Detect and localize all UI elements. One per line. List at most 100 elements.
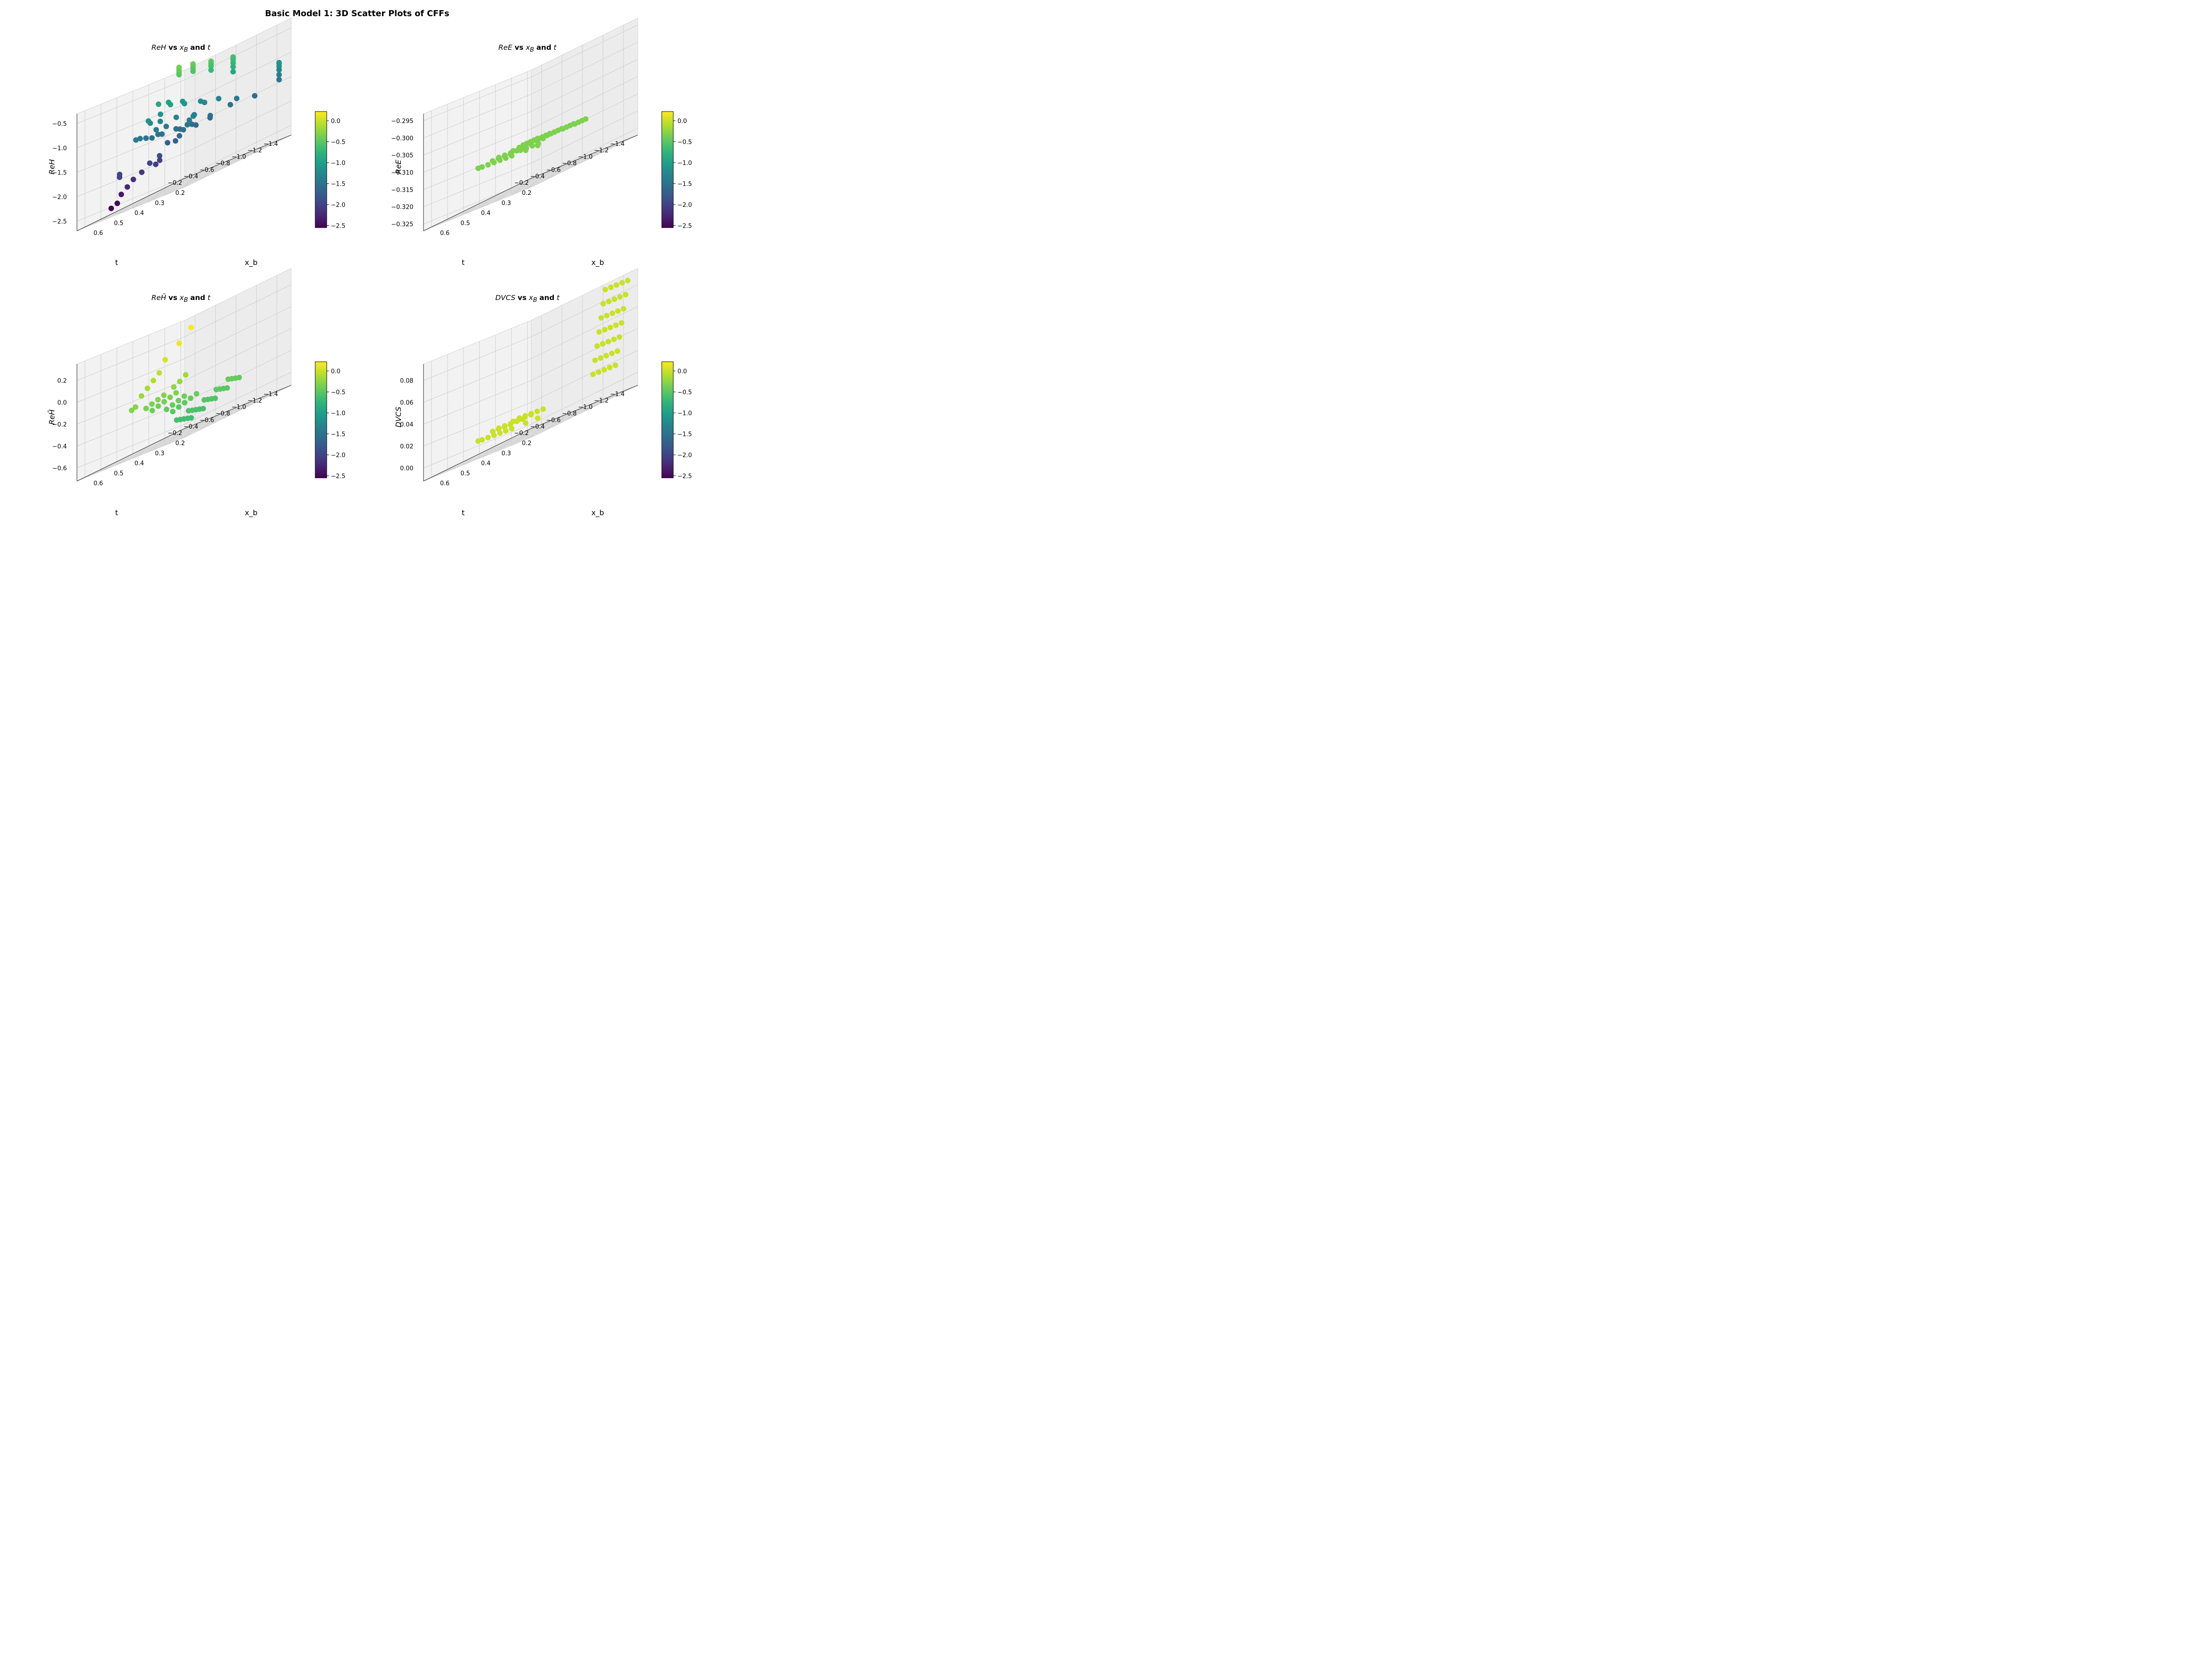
data-point: [172, 138, 178, 144]
title-cff: ReE: [498, 43, 512, 52]
subplot-title: ReE vs xB and t: [425, 43, 630, 53]
data-point: [143, 135, 149, 141]
title-sub: B: [183, 297, 188, 304]
z-gridline: [423, 350, 638, 447]
title-t: t: [553, 43, 557, 52]
t-tick-label: −0.6: [200, 417, 214, 424]
colorbar-tick-label: −0.5: [677, 389, 692, 396]
x-gridline: [87, 315, 195, 477]
title-t: t: [557, 294, 560, 302]
x-tick-label: 0.5: [460, 220, 470, 227]
x-gridline: [107, 55, 216, 216]
x-gridline: [148, 35, 257, 196]
colorbar-tick-label: −1.5: [331, 181, 346, 188]
x-gridline: [515, 25, 624, 186]
x-gridline: [515, 275, 624, 436]
title-cff: ReH: [151, 43, 166, 52]
x-tick-label: 0.3: [155, 200, 165, 207]
title-and: and: [190, 43, 206, 52]
data-point: [601, 367, 607, 373]
data-point: [491, 159, 497, 165]
z-tick-label: −0.6: [52, 465, 67, 472]
data-point: [594, 343, 600, 349]
data-point: [598, 315, 604, 321]
subplot-dvcs: DVCS vs xB and t 0.2 0.3 0.4 0.5 0.6 −1.4 −1.2−…: [347, 250, 697, 538]
data-point: [529, 143, 535, 149]
x-tick-label: 0.4: [135, 210, 144, 217]
t-gridline: [527, 322, 634, 440]
colorbar-tick-label: −2.0: [677, 202, 692, 209]
z-gridline: [76, 284, 292, 381]
data-point: [544, 132, 550, 138]
colorbar: 0.0 −0.5 −1.0 −1.5 −2.0 −2.5: [315, 361, 346, 480]
z-tick-label: 0.08: [400, 378, 413, 385]
x-tick-label: 0.5: [114, 220, 124, 227]
t-tick-label: −1.4: [610, 391, 625, 398]
data-point: [156, 370, 162, 376]
z-tick-label: −0.295: [391, 118, 413, 125]
data-point: [183, 372, 188, 378]
colorbar-tick-label: −1.5: [677, 431, 692, 438]
title-x: xB: [179, 294, 188, 304]
t-tick-label: −1.4: [610, 141, 625, 148]
t-gridline: [148, 335, 256, 453]
data-point: [188, 324, 194, 330]
data-point: [176, 133, 182, 139]
colorbar-tick-label: −1.5: [677, 181, 692, 188]
data-point: [188, 395, 194, 401]
title-cff: ReH̃: [151, 294, 166, 302]
title-x: xB: [529, 294, 537, 304]
data-point: [155, 403, 161, 409]
x-tick-label: 0.2: [176, 190, 185, 197]
z-gridline: [76, 27, 292, 124]
z-tick-label: −0.5: [52, 121, 67, 128]
z-tick-label: 0.04: [400, 422, 413, 429]
t-tick-label: −0.8: [216, 411, 230, 418]
data-point: [184, 122, 190, 128]
data-point: [150, 377, 156, 383]
x-axis-label: x_b: [591, 258, 604, 267]
data-point: [147, 160, 153, 166]
data-point: [157, 157, 163, 163]
t-axis-line: [423, 178, 530, 231]
data-point: [602, 287, 608, 293]
data-point: [227, 102, 233, 108]
data-point: [167, 394, 173, 400]
data-point: [617, 334, 623, 340]
z-tick-label: −0.2: [52, 422, 67, 429]
t-gridline: [511, 78, 618, 196]
x-axis-label: x_b: [591, 508, 604, 518]
data-point: [596, 369, 601, 375]
gridlines: [76, 25, 292, 228]
z-gridline: [423, 24, 638, 121]
colorbar: 0.0 −0.5 −1.0 −1.5 −2.0 −2.5: [315, 111, 346, 229]
z-gridline: [76, 372, 292, 468]
plot-svg: 0.20.30.40.50.6−1.4−1.2−1.0−0.8−0.6−0.4−…: [47, 18, 346, 267]
t-axis-line: [76, 178, 184, 231]
data-point: [137, 135, 143, 141]
z-tick-label: 0.0: [57, 400, 67, 406]
z-tick-label: 0.2: [57, 378, 67, 385]
x-axis-line: [183, 385, 292, 429]
data-point: [149, 401, 155, 407]
subplot-ree: ReE vs xB and t 0.2 0.3 0.4 0.5 0.6 −1.4 −1.2 −1…: [347, 0, 697, 288]
subplot-title: ReH vs xB and t: [78, 43, 283, 53]
data-point: [157, 153, 163, 159]
colorbar-tick-label: −1.0: [331, 160, 346, 167]
data-point: [190, 113, 196, 119]
title-and: and: [190, 294, 206, 302]
t-gridline: [479, 341, 586, 459]
data-point: [161, 399, 167, 405]
z-tick-label: −0.315: [391, 187, 413, 194]
colorbar-tick-label: −1.5: [331, 431, 346, 438]
t-gridline: [495, 335, 602, 453]
title-x: xB: [179, 43, 188, 54]
axis-labels: x_b t ReE: [394, 159, 604, 267]
data-point: [159, 131, 165, 137]
x-gridline: [169, 275, 277, 436]
plot-svg: 0.20.30.40.50.6−1.4−1.2−1.0−0.8−0.6−0.4−…: [391, 18, 692, 267]
axis-labels: x_b t DVCS: [394, 407, 604, 518]
data-point: [230, 69, 236, 75]
t-gridline: [447, 104, 554, 222]
data-point: [606, 339, 611, 345]
